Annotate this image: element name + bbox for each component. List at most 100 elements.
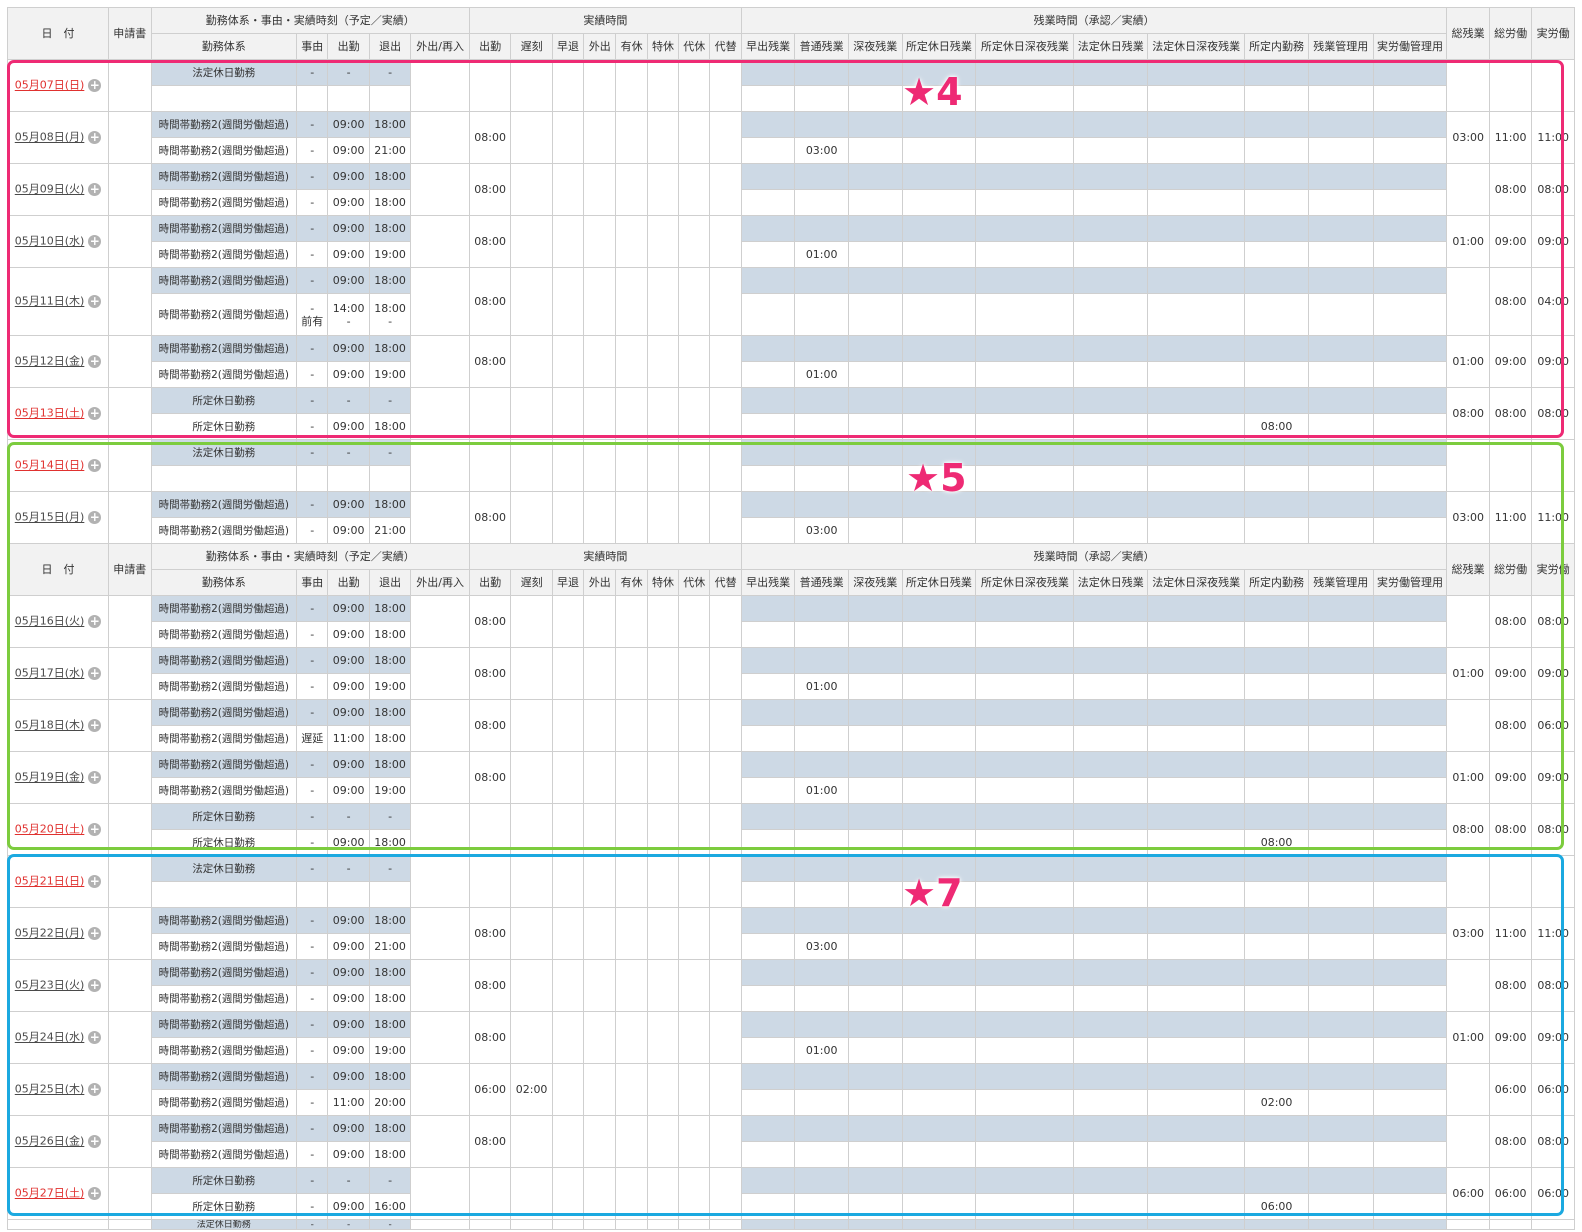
actual-time-cell [583, 1063, 617, 1116]
add-application-icon[interactable]: + [88, 130, 102, 144]
add-application-icon[interactable]: + [88, 978, 102, 992]
add-application-icon[interactable]: + [88, 666, 102, 680]
actual-time-cell [646, 1115, 680, 1168]
header-sub-column: 実労働管理用 [1372, 33, 1448, 60]
overtime-approved-cell [1244, 59, 1309, 86]
overtime-approved-cell [1147, 387, 1246, 414]
clock-out-actual: 18:00 [368, 829, 412, 856]
overtime-actual-cell [975, 189, 1075, 216]
day-actual-row: 時間帯勤務2(週間労働超過) 遅延 11:00 18:00 [8, 725, 1575, 752]
date-link[interactable]: 05月20日(土) [14, 822, 85, 836]
clock-out-actual [368, 85, 412, 112]
date-link[interactable]: 05月24日(水) [14, 1030, 85, 1044]
clock-out-actual: 16:00 [368, 1193, 412, 1220]
add-application-icon[interactable]: + [88, 354, 102, 368]
add-application-icon[interactable]: + [88, 718, 102, 732]
add-application-icon[interactable]: + [88, 510, 102, 524]
actual-time-cell [646, 751, 680, 804]
day-actual-row: 時間帯勤務2(週間労働超過) -09:00 21:00 03:00 [8, 517, 1575, 544]
outing-cell [410, 907, 470, 960]
add-application-icon[interactable]: + [88, 822, 102, 836]
add-application-icon[interactable]: + [88, 874, 102, 888]
total-overtime: 06:00 [1446, 1167, 1490, 1220]
add-application-icon[interactable]: + [88, 294, 102, 308]
application-cell [108, 335, 152, 388]
add-application-icon[interactable]: + [88, 926, 102, 940]
overtime-approved-cell [975, 59, 1075, 86]
overtime-approved-cell [1244, 491, 1309, 518]
date-link[interactable]: 05月18日(木) [14, 718, 85, 732]
actual-time-cell [615, 1011, 648, 1064]
actual-time-cell [615, 59, 648, 112]
date-link[interactable]: 05月09日(火) [14, 182, 85, 196]
date-link[interactable]: 05月10日(水) [14, 234, 85, 248]
add-application-icon[interactable]: + [88, 1186, 102, 1200]
add-application-icon[interactable]: + [88, 234, 102, 248]
overtime-approved-cell [1372, 647, 1448, 674]
date-link[interactable]: 05月12日(金) [14, 354, 85, 368]
actual-clock-in: 06:00 [468, 1063, 512, 1116]
overtime-approved-cell [1372, 163, 1448, 190]
add-application-icon[interactable]: + [88, 182, 102, 196]
add-application-icon[interactable]: + [88, 458, 102, 472]
overtime-approved-cell [847, 803, 903, 830]
date-link[interactable]: 05月19日(金) [14, 770, 85, 784]
real-work-mgmt-cell [1372, 777, 1448, 804]
overtime-approved-cell [901, 855, 977, 882]
date-link[interactable]: 05月21日(日) [14, 874, 85, 888]
add-application-icon[interactable]: + [88, 770, 102, 784]
add-application-icon[interactable]: + [88, 78, 102, 92]
date-link[interactable]: 05月15日(月) [14, 510, 85, 524]
date-link[interactable]: 05月13日(土) [14, 406, 85, 420]
date-cell: 05月24日(水) + [6, 1011, 110, 1064]
overtime-actual-cell [901, 517, 977, 544]
add-application-icon[interactable]: + [88, 406, 102, 420]
overtime-actual-cell [1147, 189, 1246, 216]
date-link[interactable]: 05月16日(火) [14, 614, 85, 628]
header-sub-column: 法定休日深夜残業 [1147, 33, 1246, 60]
real-work-mgmt-cell [1372, 673, 1448, 700]
add-application-icon[interactable]: + [88, 1030, 102, 1044]
clock-in-actual: 11:00 [327, 725, 370, 752]
reason-actual: - [296, 829, 329, 856]
normal-overtime [794, 85, 849, 112]
actual-time-cell [678, 215, 711, 268]
total-work: 08:00 [1488, 699, 1533, 752]
actual-time-cell [709, 1063, 742, 1116]
overtime-approved-cell [1372, 387, 1448, 414]
header-sub-column: 特休 [646, 33, 680, 60]
day-actual-row: 所定休日勤務 -09:00 18:00 08:00 [8, 413, 1575, 440]
date-link[interactable]: 05月22日(月) [14, 926, 85, 940]
overtime-approved-cell [847, 1115, 903, 1142]
overtime-approved-cell [1372, 439, 1448, 466]
add-application-icon[interactable]: + [88, 614, 102, 628]
date-link[interactable]: 05月23日(火) [14, 978, 85, 992]
overtime-approved-cell [1244, 1063, 1309, 1090]
date-link[interactable]: 05月07日(日) [14, 78, 85, 92]
add-application-icon[interactable]: + [88, 1134, 102, 1148]
date-link[interactable]: 05月25日(木) [14, 1082, 85, 1096]
overtime-approved-cell [1073, 959, 1149, 986]
total-overtime [1446, 439, 1490, 492]
clock-out-plan: 18:00 [368, 907, 412, 934]
date-link[interactable]: 05月27日(土) [14, 1186, 85, 1200]
date-cell: 05月27日(土) + [6, 1167, 110, 1220]
date-link[interactable]: 05月14日(日) [14, 458, 85, 472]
real-work-mgmt-cell [1372, 137, 1448, 164]
normal-overtime [794, 465, 849, 492]
real-work-mgmt-cell [1372, 85, 1448, 112]
overtime-approved-cell [1372, 215, 1448, 242]
actual-time-cell [551, 111, 585, 164]
overtime-approved-cell [901, 1115, 977, 1142]
add-application-icon[interactable]: + [88, 1082, 102, 1096]
work-type-actual [150, 881, 298, 908]
date-link[interactable]: 05月26日(金) [14, 1134, 85, 1148]
date-link[interactable]: 05月08日(月) [14, 130, 85, 144]
date-link[interactable]: 05月11日(木) [14, 294, 85, 308]
reason-actual: - [296, 137, 329, 164]
date-link[interactable]: 05月17日(水) [14, 666, 85, 680]
overtime-mgmt-cell [1307, 621, 1374, 648]
scheduled-work [1244, 293, 1309, 336]
header-sub-column: 勤務体系 [150, 569, 298, 596]
total-overtime: 01:00 [1446, 215, 1490, 268]
